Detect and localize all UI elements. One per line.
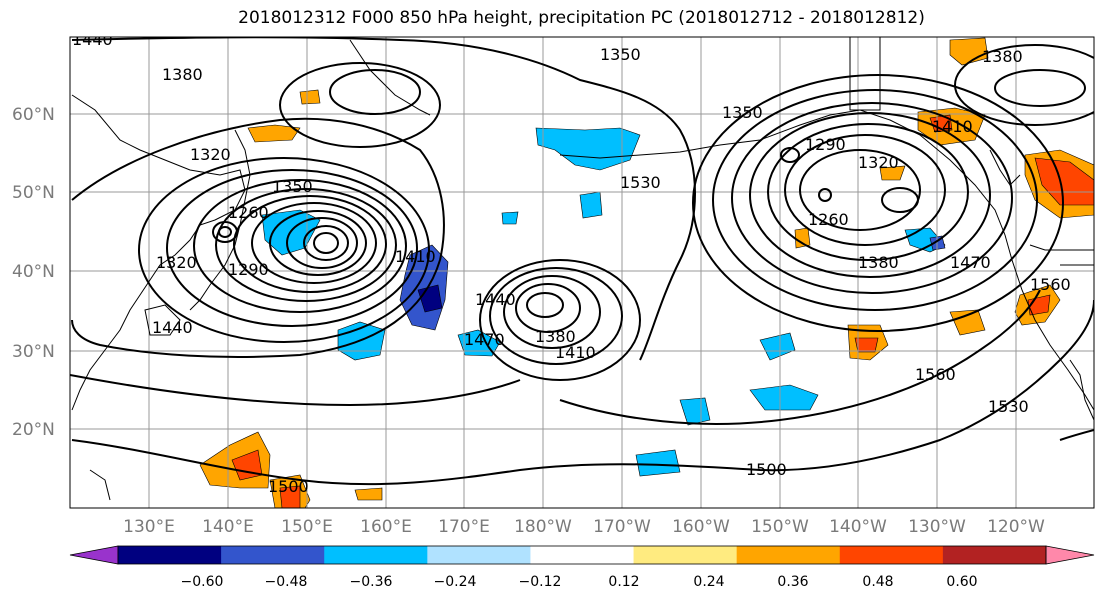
lat-label-20n: 20°N <box>12 420 55 440</box>
contour-label: 1320 <box>190 145 231 164</box>
contour-label: 1290 <box>228 260 269 279</box>
lat-label-30n: 30°N <box>12 342 55 362</box>
lon-label: 160°E <box>360 517 412 537</box>
colorbar-tick-label: 0.36 <box>777 574 808 590</box>
colorbar-labels: −0.60 −0.48 −0.36 −0.24 −0.12 0.12 0.24 … <box>181 574 978 590</box>
map-plot-area: 1440 1380 1320 1350 1260 1290 1410 1320 … <box>70 30 1094 508</box>
contour-label: 1350 <box>272 177 313 196</box>
lon-label: 140°W <box>829 517 887 537</box>
colorbar-tick-label: 0.60 <box>946 574 977 590</box>
contour-label: 1560 <box>1030 275 1071 294</box>
map-frame <box>69 36 1095 509</box>
colorbar-segment <box>324 546 428 564</box>
colorbar <box>69 545 1095 565</box>
colorbar-segment <box>118 546 222 564</box>
colorbar-segment <box>942 546 1047 564</box>
contour-label: 1470 <box>950 253 991 272</box>
lat-label-50n: 50°N <box>12 183 55 203</box>
contour-label: 1530 <box>988 397 1029 416</box>
contour-label: 1530 <box>620 173 661 192</box>
contour-label: 1440 <box>152 318 193 337</box>
colorbar-segment <box>633 546 738 564</box>
lon-label: 170°E <box>438 517 490 537</box>
colorbar-extend-high <box>1045 545 1095 565</box>
contour-label: 1350 <box>722 103 763 122</box>
contour-label: 1290 <box>805 135 846 154</box>
contour-label: 1410 <box>932 117 973 136</box>
contour-label: 1320 <box>858 153 899 172</box>
contour-labels: 1440 1380 1320 1350 1260 1290 1410 1320 … <box>72 30 1071 496</box>
colorbar-tick-label: −0.36 <box>350 574 393 590</box>
contour-label: 1260 <box>808 210 849 229</box>
contour-label: 1500 <box>268 477 309 496</box>
contour-label: 1380 <box>535 327 576 346</box>
colorbar-tick-label: −0.60 <box>181 574 224 590</box>
colorbar-frame <box>117 545 1047 565</box>
colorbar-tick-label: −0.12 <box>519 574 562 590</box>
colorbar-tick-label: −0.24 <box>434 574 477 590</box>
colorbar-segment <box>839 546 944 564</box>
contour-label: 1440 <box>475 290 516 309</box>
colorbar-tick-label: 0.12 <box>608 574 639 590</box>
colorbar-segment <box>736 546 841 564</box>
map-title: 2018012312 F000 850 hPa height, precipit… <box>238 8 925 28</box>
contour-label: 1380 <box>162 65 203 84</box>
lon-label: 120°W <box>987 517 1045 537</box>
longitude-labels: 130°E 140°E 150°E 160°E 170°E 180°W 170°… <box>123 517 1045 537</box>
contour-label: 1350 <box>600 45 641 64</box>
height-contours <box>70 37 1094 486</box>
contour-label: 1560 <box>915 365 956 384</box>
lon-label: 130°W <box>908 517 966 537</box>
colorbar-tick-label: −0.48 <box>265 574 308 590</box>
colorbar-segment <box>221 546 325 564</box>
lon-label: 130°E <box>123 517 175 537</box>
lat-label-40n: 40°N <box>12 262 55 282</box>
colorbar-segment <box>530 546 635 564</box>
lon-label: 150°E <box>281 517 333 537</box>
contour-label: 1440 <box>72 30 113 49</box>
latitude-labels: 60°N 50°N 40°N 30°N 20°N <box>12 105 55 440</box>
contour-label: 1320 <box>156 253 197 272</box>
colorbar-segment <box>427 546 531 564</box>
lon-label: 160°W <box>672 517 730 537</box>
contour-label: 1470 <box>464 330 505 349</box>
lat-label-60n: 60°N <box>12 105 55 125</box>
colorbar-extend-low <box>69 545 119 565</box>
lon-label: 170°W <box>593 517 651 537</box>
contour-label: 1410 <box>555 343 596 362</box>
contour-label: 1380 <box>982 47 1023 66</box>
contour-label: 1410 <box>395 247 436 266</box>
contour-label: 1260 <box>228 203 269 222</box>
lon-label: 140°E <box>202 517 254 537</box>
colorbar-tick-label: 0.48 <box>862 574 893 590</box>
contour-label: 1500 <box>746 460 787 479</box>
colorbar-tick-label: 0.24 <box>693 574 724 590</box>
lon-label: 150°W <box>751 517 809 537</box>
contour-label: 1380 <box>858 253 899 272</box>
lon-label: 180°W <box>514 517 572 537</box>
